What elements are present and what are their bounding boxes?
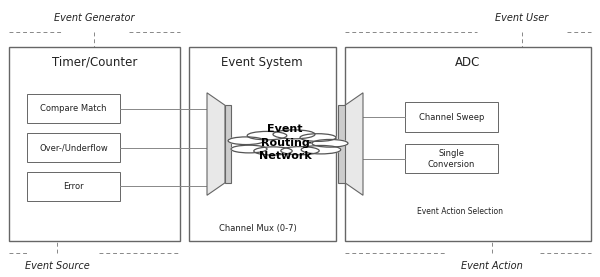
- Text: ADC: ADC: [455, 56, 481, 69]
- FancyBboxPatch shape: [189, 47, 336, 241]
- Text: Compare Match: Compare Match: [40, 104, 107, 113]
- Ellipse shape: [312, 139, 348, 147]
- Ellipse shape: [254, 147, 292, 155]
- Text: Channel Sweep: Channel Sweep: [419, 112, 484, 122]
- Ellipse shape: [228, 137, 264, 145]
- Text: Event Action Selection: Event Action Selection: [417, 207, 503, 216]
- FancyBboxPatch shape: [27, 172, 120, 201]
- Text: Single
Conversion: Single Conversion: [428, 148, 475, 169]
- Text: Over-/Underflow: Over-/Underflow: [39, 143, 108, 152]
- FancyBboxPatch shape: [405, 144, 498, 173]
- Text: Channel Mux (0-7): Channel Mux (0-7): [219, 224, 297, 233]
- Polygon shape: [338, 105, 345, 183]
- Text: Event Generator: Event Generator: [54, 13, 134, 23]
- Text: Event System: Event System: [221, 56, 303, 69]
- Text: Timer/Counter: Timer/Counter: [52, 56, 137, 69]
- Ellipse shape: [301, 145, 341, 154]
- Polygon shape: [207, 93, 225, 195]
- Text: Event Source: Event Source: [25, 261, 89, 271]
- Ellipse shape: [231, 145, 267, 153]
- Polygon shape: [345, 93, 363, 195]
- FancyBboxPatch shape: [9, 47, 180, 241]
- Ellipse shape: [281, 147, 319, 155]
- Polygon shape: [225, 105, 231, 183]
- Ellipse shape: [247, 131, 287, 140]
- FancyBboxPatch shape: [27, 94, 120, 123]
- Text: Event Action: Event Action: [461, 261, 523, 271]
- Ellipse shape: [300, 134, 336, 141]
- FancyBboxPatch shape: [405, 102, 498, 132]
- FancyBboxPatch shape: [27, 133, 120, 162]
- Ellipse shape: [273, 130, 315, 139]
- Text: Error: Error: [63, 182, 84, 191]
- Text: Event
Routing
Network: Event Routing Network: [259, 124, 311, 161]
- FancyBboxPatch shape: [345, 47, 591, 241]
- Text: Event User: Event User: [496, 13, 548, 23]
